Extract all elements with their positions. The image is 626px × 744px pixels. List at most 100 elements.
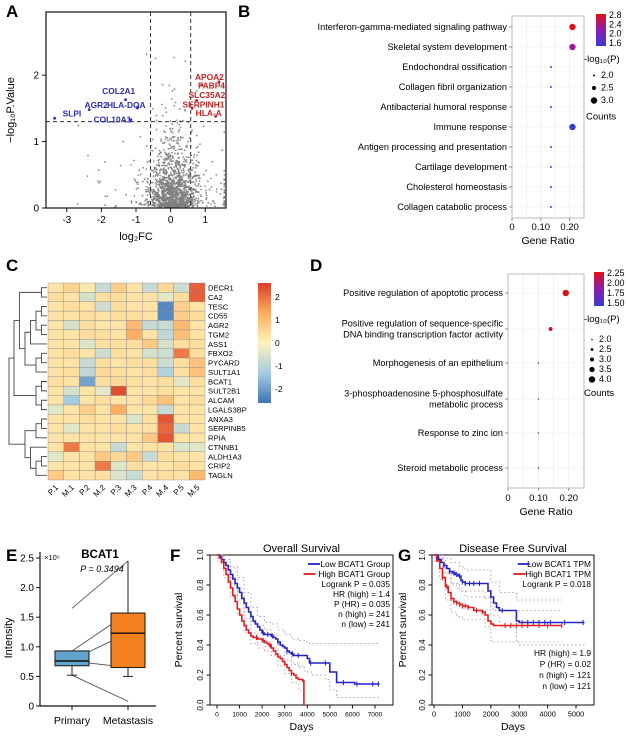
panel-e: E BCAT1 P = 0.3494 0 0.5 1.0 1.5 2.0 2.5 ×10⁵ Int…: [0, 544, 162, 744]
heatmap-cell: [94, 310, 111, 321]
x-tick-label: 0.10: [532, 222, 551, 233]
y-axis-title: Intensity: [3, 617, 15, 658]
color-scale-tick: 2.25: [607, 268, 625, 278]
heatmap-cell: [79, 301, 96, 312]
y-tick-label: 0.4: [418, 639, 427, 651]
heatmap-cell: [63, 292, 80, 302]
heatmap-cell: [189, 451, 206, 462]
x-tick-label: -3: [62, 215, 71, 226]
heatmap-cell: [189, 282, 206, 293]
heatmap-cell: [79, 292, 96, 302]
heatmap-cell: [126, 339, 143, 349]
low-group-curve: [217, 554, 380, 685]
counts-tick: 4.0: [599, 374, 612, 384]
heatmap-cell: [189, 470, 206, 481]
y-tick-label: 1.0: [20, 642, 34, 653]
stat-text: Logrank P = 0.018: [522, 579, 591, 589]
heatmap-cell: [63, 357, 80, 368]
heatmap-cell: [173, 395, 190, 406]
heatmap-cell: [126, 282, 143, 293]
heatmap-cell: [157, 320, 174, 331]
gene-row-label: ALCAM: [208, 396, 234, 405]
heatmap-cell: [94, 404, 111, 415]
heatmap-cell: [110, 385, 127, 396]
heatmap-cell: [94, 376, 111, 387]
heatmap-cell: [79, 395, 96, 406]
heatmap-cell: [47, 423, 64, 434]
heatmap-cell: [63, 451, 80, 462]
legend-label: Low BCAT1 TPM: [527, 559, 591, 569]
heatmap-cell: [47, 385, 64, 396]
heatmap-cell: [173, 451, 190, 462]
color-scale-tick: 1.6: [609, 38, 622, 48]
heatmap-cell: [189, 432, 206, 443]
go-term-label: Skeletal system development: [388, 42, 508, 52]
x-tick-label: 2000: [255, 712, 270, 719]
x-tick-label: 1000: [232, 712, 247, 719]
heatmap-cell: [110, 395, 127, 406]
go-term-label: Morphogenesis of an epithelium: [373, 358, 504, 368]
counts-tick: 2.0: [599, 334, 612, 344]
counts-title: Counts: [586, 112, 616, 123]
heatmap-cell: [79, 339, 96, 349]
low-confidence-band: [434, 554, 562, 601]
heatmap-cell: [63, 348, 80, 359]
panel-f: F Overall Survival 0 1000 2000 3000 4000 5000 6…: [162, 544, 394, 744]
y-tick-label: 1: [33, 137, 39, 148]
heatmap-cell: [79, 423, 96, 434]
legend-label: High BCAT1 Group: [318, 569, 390, 579]
heatmap-cell: [126, 292, 143, 302]
panel-g: G Disease Free Survival 0 1000 2000 3000 4000…: [394, 544, 626, 744]
y-tick-label: 2: [33, 71, 39, 82]
heatmap-cell: [110, 432, 127, 443]
heatmap-cell: [141, 470, 159, 481]
heatmap-cell: [157, 329, 174, 340]
heatmap-cell: [110, 292, 127, 302]
heatmap-cell: [47, 414, 64, 424]
heatmap-cell: [189, 414, 206, 424]
heatmap-cell: [47, 451, 64, 462]
heatmap-cell: [189, 395, 206, 406]
gene-row-label: SULT2B1: [208, 387, 240, 396]
heatmap-cell: [47, 357, 64, 368]
heatmap-cell: [110, 367, 127, 377]
heatmap-cell: [189, 348, 206, 359]
color-scale-title: -log₁₀(P): [584, 314, 620, 325]
y-tick-label: 0.0: [418, 699, 427, 711]
panel-d-letter: D: [310, 256, 323, 275]
heatmap-cell: [79, 320, 96, 331]
heatmap-cell: [141, 292, 159, 302]
heatmap-cell: [110, 282, 127, 293]
go-term-label: Positive regulation of sequence-specific: [342, 319, 504, 329]
heatmap-cell: [189, 385, 206, 396]
heatmap-cell: [126, 470, 143, 481]
upregulated-gene-point: [200, 83, 204, 87]
heatmap-cell: [94, 282, 111, 293]
heatmap-cell: [157, 461, 174, 471]
sample-column-label: P.2: [78, 483, 93, 498]
high-group-curve: [217, 554, 305, 705]
color-scale-tick: 2.8: [609, 10, 622, 20]
heatmap-cell: [94, 461, 111, 471]
pvalue-text: P = 0.3494: [80, 564, 123, 574]
go-term-dot: [537, 398, 540, 400]
y-tick-label: 0.8: [196, 579, 205, 591]
panel-a: A SLPI AGR2 HLA-DQA COL2A1 COL10A1 APOA2 FABP4…: [0, 0, 232, 252]
x-axis-title: Days: [501, 721, 525, 733]
go-term-dot: [569, 123, 576, 131]
colorbar-tick: -1: [275, 361, 283, 371]
category-label-metastasis: Metastasis: [103, 715, 153, 727]
heatmap-cell: [141, 329, 159, 340]
y-tick-label: 2.0: [20, 583, 34, 594]
gene-row-label: FBXO2: [208, 349, 233, 358]
km-title: Overall Survival: [263, 544, 340, 555]
colorbar-tick: -2: [275, 384, 283, 394]
heatmap-cell: [47, 404, 64, 415]
y-tick-label: 0.6: [418, 609, 427, 621]
gene-row-label: SERPINB5: [208, 424, 246, 433]
heatmap-cell: [173, 461, 190, 471]
heatmap-cell: [173, 367, 190, 377]
heatmap-cell: [157, 423, 174, 434]
plot-border: [507, 273, 585, 489]
heatmap-cell: [79, 442, 96, 453]
